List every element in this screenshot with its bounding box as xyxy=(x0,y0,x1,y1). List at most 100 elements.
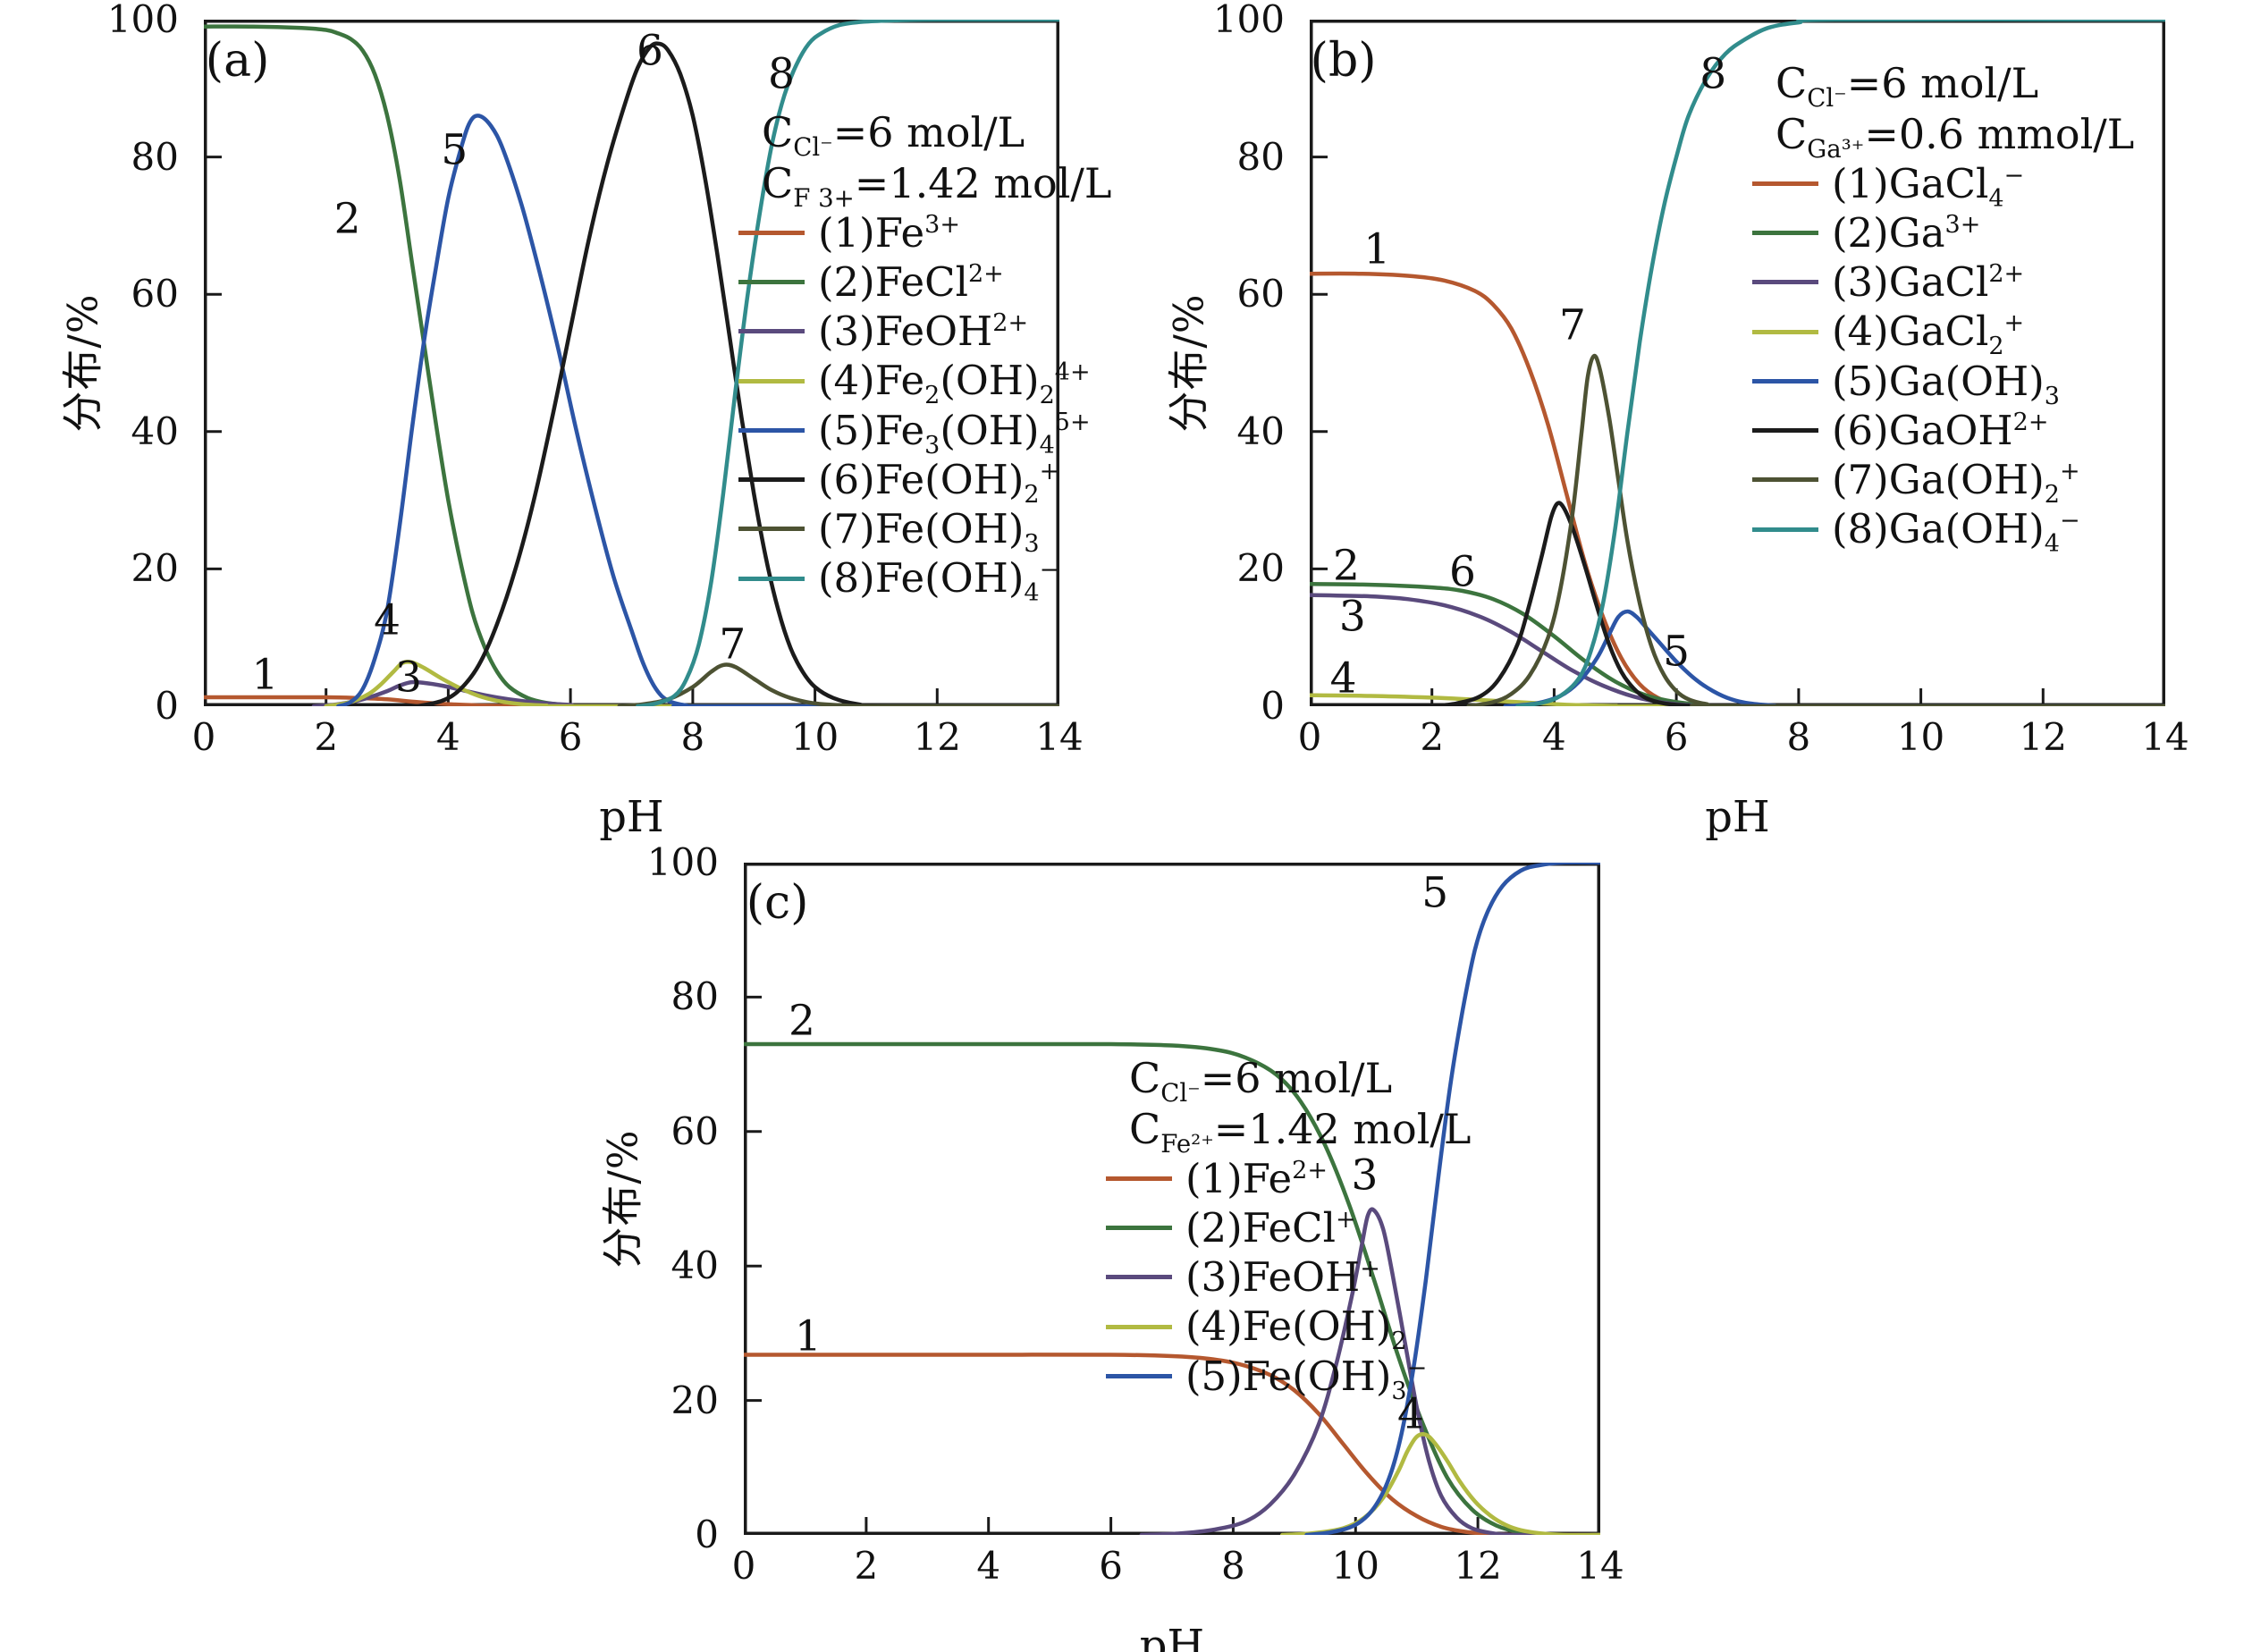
label-text: =6 mol/L xyxy=(1846,59,2039,107)
legend-item-5: (5)Fe(OH)3− xyxy=(1106,1353,1471,1403)
label-sub: 4 xyxy=(1024,579,1040,608)
label-sup: − xyxy=(1406,1353,1428,1382)
x-axis-title: pH xyxy=(1705,792,1770,842)
chart-a-canvas xyxy=(204,20,1059,706)
legend-swatch-8 xyxy=(1752,527,1818,532)
legend-item-1: (1)Fe2+ xyxy=(1106,1158,1471,1200)
legend-item-2: (2)Ga3+ xyxy=(1752,212,2134,254)
x-tick-label: 0 xyxy=(1297,715,1322,759)
x-tick-label: 2 xyxy=(1420,715,1445,759)
legend-label-8: (8)Ga(OH)4− xyxy=(1832,507,2080,556)
legend-label-4: (4)Fe(OH)2 xyxy=(1185,1302,1407,1353)
label-sub: Cl⁻ xyxy=(793,132,833,163)
curve-number-label: 1 xyxy=(251,650,279,700)
legend-label-2: (2)FeCl2+ xyxy=(818,261,1004,303)
x-tick-label: 6 xyxy=(1099,1544,1123,1588)
x-tick-label: 4 xyxy=(976,1544,1001,1588)
legend-swatch-7 xyxy=(738,527,805,532)
curve-number-label: 4 xyxy=(1329,653,1357,704)
y-tick-label: 100 xyxy=(646,840,719,884)
label-sup: − xyxy=(2059,507,2080,535)
curve-number-label: 5 xyxy=(1663,627,1691,677)
label-text: (1)Fe xyxy=(1185,1154,1293,1202)
label-sup: 5+ xyxy=(1054,408,1091,436)
y-axis-title: 分布/% xyxy=(594,863,647,1535)
y-axis-title-text: 分布/% xyxy=(1165,293,1213,433)
legend-item-1: (1)Fe3+ xyxy=(738,212,1111,254)
curve-number-label: 3 xyxy=(1338,592,1366,642)
series-line-7 xyxy=(1466,353,2165,706)
curve-number-label: 1 xyxy=(1363,224,1391,274)
curve-number-label: 6 xyxy=(1448,547,1476,597)
x-tick-label: 6 xyxy=(558,715,583,759)
legend-item-1: (1)GaCl4− xyxy=(1752,159,2134,211)
chart-a-legend: CCl⁻=6 mol/L CF 3+=1.42 mol/L (1)Fe3+ (2)Fe… xyxy=(738,108,1111,607)
legend-label-1: (1)GaCl4− xyxy=(1832,159,2025,211)
legend-label-1: (1)Fe2+ xyxy=(1185,1158,1328,1200)
legend-label-4: (4)GaCl2+ xyxy=(1832,310,2024,358)
chart-c-legend: CCl⁻=6 mol/L CFe²⁺=1.42 mol/L (1)Fe2+ (2)Fe… xyxy=(1106,1054,1471,1404)
y-tick-label: 20 xyxy=(671,1378,719,1422)
series-line-5 xyxy=(336,114,1059,706)
label-sub: 2 xyxy=(1024,480,1040,509)
x-tick-label: 12 xyxy=(913,715,961,759)
legend-label-7: (7)Ga(OH)2+ xyxy=(1832,456,2080,507)
y-tick-label: 0 xyxy=(155,684,179,728)
curve-number-label: 8 xyxy=(1700,49,1727,99)
legend-label-5: (5)Ga(OH)3 xyxy=(1832,360,2060,409)
label-sub: 3 xyxy=(1024,530,1040,559)
label-text: (7)Ga(OH) xyxy=(1832,456,2045,504)
legend-label-6: (6)Fe(OH)2+ xyxy=(818,455,1059,507)
legend-swatch-4 xyxy=(1752,329,1818,334)
label-text: (3)FeOH xyxy=(1185,1253,1361,1302)
chart-panel-a: (a) CCl⁻=6 mol/L CF 3+=1.42 mol/L (1)Fe3+(… xyxy=(59,1,1111,843)
label-sub: 3 xyxy=(924,431,940,459)
legend-swatch-2 xyxy=(1106,1226,1172,1231)
legend-label-2: (2)Ga3+ xyxy=(1832,212,1980,254)
label-text: (2)Ga xyxy=(1832,208,1945,257)
label-sub: 4 xyxy=(1988,184,2004,213)
legend-swatch-7 xyxy=(1752,477,1818,483)
label-text: (4)Fe(OH) xyxy=(1185,1302,1392,1351)
legend-item-3: (3)FeOH+ xyxy=(1106,1256,1471,1298)
chart-b-canvas xyxy=(1310,20,2165,706)
legend-condition: CF 3+=1.42 mol/L xyxy=(738,160,1111,211)
legend-label-3: (3)FeOH2+ xyxy=(818,310,1028,352)
legend-item-4: (4)Fe(OH)2 xyxy=(1106,1302,1471,1353)
label-text: C xyxy=(1129,1105,1161,1154)
curve-number-label: 8 xyxy=(768,49,795,99)
label-text: (1)GaCl xyxy=(1832,159,1989,207)
legend-item-8: (8)Fe(OH)4− xyxy=(738,557,1111,605)
label-sup: 3+ xyxy=(1944,210,1981,239)
label-sub: 4 xyxy=(1039,431,1055,459)
y-tick-label: 100 xyxy=(1212,0,1285,41)
legend-label-1: (1)Fe3+ xyxy=(818,212,960,254)
x-tick-label: 12 xyxy=(2019,715,2067,759)
label-sub: 2 xyxy=(924,382,940,410)
x-tick-label: 4 xyxy=(1542,715,1566,759)
legend-item-3: (3)GaCl2+ xyxy=(1752,261,2134,303)
label-text: C xyxy=(1129,1054,1161,1102)
x-tick-label: 8 xyxy=(680,715,705,759)
legend-item-4: (4)Fe2(OH)24+ xyxy=(738,357,1111,408)
x-tick-label: 10 xyxy=(1331,1544,1379,1588)
legend-swatch-3 xyxy=(1752,280,1818,285)
label-text: (OH) xyxy=(940,357,1040,405)
series-line-4 xyxy=(1310,693,2165,706)
x-tick-label: 12 xyxy=(1454,1544,1502,1588)
y-axis-title: 分布/% xyxy=(54,20,107,706)
legend-item-5: (5)Ga(OH)3 xyxy=(1752,360,2134,409)
legend-item-7: (7)Ga(OH)2+ xyxy=(1752,456,2134,507)
curve-number-label: 2 xyxy=(333,194,361,244)
legend-swatch-6 xyxy=(738,477,805,483)
y-tick-label: 60 xyxy=(1236,272,1285,316)
y-tick-label: 40 xyxy=(131,409,179,453)
chart-panel-c: (c) CCl⁻=6 mol/L CFe²⁺=1.42 mol/L (1)Fe2+(… xyxy=(599,844,1624,1652)
y-tick-label: 80 xyxy=(1236,134,1285,179)
legend-label-5: (5)Fe3(OH)45+ xyxy=(818,408,1091,458)
label-sup: − xyxy=(2003,161,2025,190)
legend-swatch-1 xyxy=(1106,1176,1172,1181)
label-text: (6)Fe(OH) xyxy=(818,455,1025,503)
legend-item-2: (2)FeCl2+ xyxy=(738,261,1111,303)
